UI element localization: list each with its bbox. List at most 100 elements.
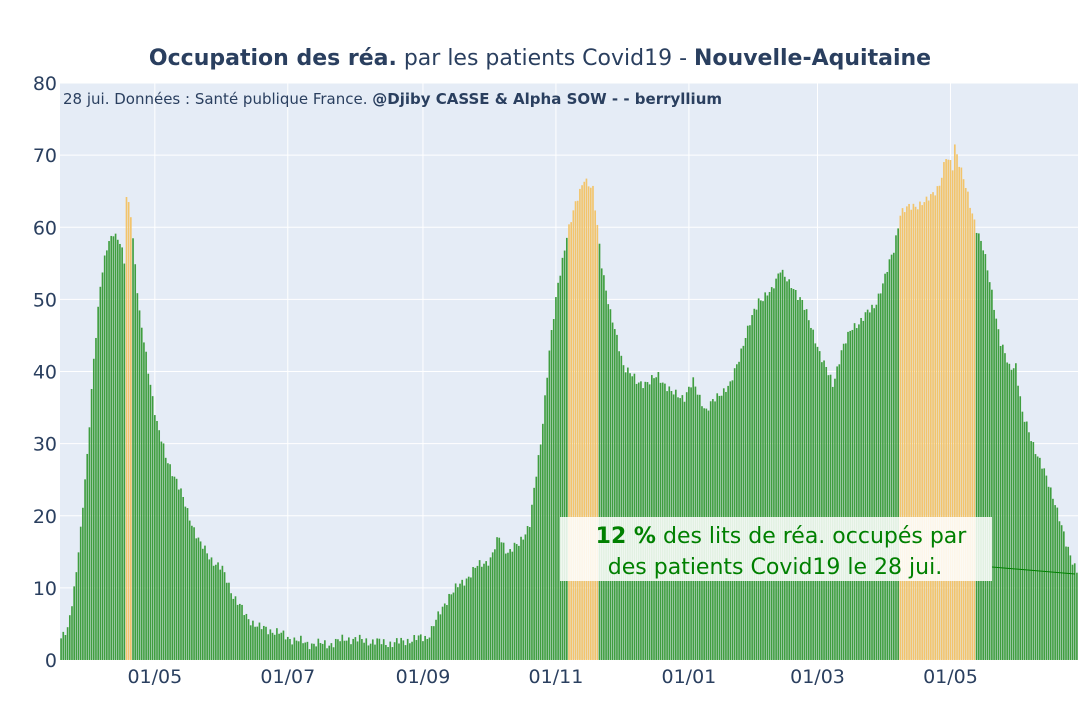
bar [199,541,202,660]
bar [1036,456,1039,660]
bar [260,629,263,660]
bar [441,606,444,660]
bar [546,377,549,660]
bar [446,605,448,660]
bar [1010,369,1013,660]
bar [95,337,97,660]
bar [524,534,527,660]
bar [897,228,899,660]
bar [485,561,487,660]
bar [208,559,211,660]
bar [866,309,869,660]
bar [147,373,150,660]
bar [563,250,566,660]
bar [291,644,293,660]
bar [428,637,431,660]
bar [568,224,570,660]
bar [130,217,132,660]
bar [472,566,474,660]
bar [219,569,222,660]
bar [160,441,163,660]
bar [986,270,989,660]
bar [284,639,287,660]
bar [781,269,784,660]
bar [489,557,492,660]
bar [814,343,817,660]
bar [474,567,477,660]
bar [358,634,361,660]
bar [413,635,416,660]
bar [406,638,409,660]
bar [816,346,819,660]
bar [760,300,762,660]
bar [330,643,333,660]
bar [762,301,764,660]
bar [862,320,865,660]
bar [256,626,259,660]
x-tick-label: 01/05 [923,666,978,688]
bar [108,241,110,660]
bar [1012,368,1015,660]
y-tick-label: 20 [33,506,57,528]
bar [821,362,823,660]
bar [949,160,952,660]
bar [999,345,1002,660]
bar [422,641,424,660]
bar [398,643,400,660]
bar [476,565,479,660]
bar [507,552,509,660]
bar [239,603,241,660]
bar [352,638,355,660]
bar [585,178,588,660]
bar [559,275,562,660]
bar [504,553,507,660]
bar [520,536,522,660]
bar [940,177,943,660]
bar [265,626,267,660]
bar [356,641,359,660]
bar [864,312,867,660]
y-tick-label: 40 [33,362,57,384]
bar [467,576,470,660]
bar [123,263,126,660]
bar [980,240,982,660]
bar [79,526,82,660]
bar [297,641,300,660]
annotation-text-1: des lits de réa. occupés par [656,524,967,549]
bar [321,643,324,660]
bar [975,232,978,660]
bar [337,639,339,660]
bar [997,329,1000,660]
bar [448,593,450,660]
bar [910,209,913,661]
bar [232,598,235,660]
bar [138,310,141,660]
bar [491,552,494,660]
bar [182,496,184,660]
bar [101,272,104,660]
x-tick-label: 01/09 [396,666,451,688]
bar [947,159,950,660]
bar [459,583,461,660]
bar [962,179,965,660]
bar [886,271,889,660]
bar [153,415,156,660]
bar [858,324,860,660]
bar [609,309,612,660]
bar [1032,442,1035,660]
bar [110,235,113,661]
bar [494,549,496,660]
bar [746,325,749,660]
y-tick-label: 0 [45,650,57,672]
bar [801,299,804,660]
annotation-arrow [991,566,1076,575]
bar [158,430,161,660]
bar [1067,546,1070,660]
annotation-line-2: des patients Covid19 le 28 jui. [608,555,942,580]
bar [790,288,793,660]
bar [345,640,348,660]
bar [624,372,627,660]
bar [853,323,856,660]
